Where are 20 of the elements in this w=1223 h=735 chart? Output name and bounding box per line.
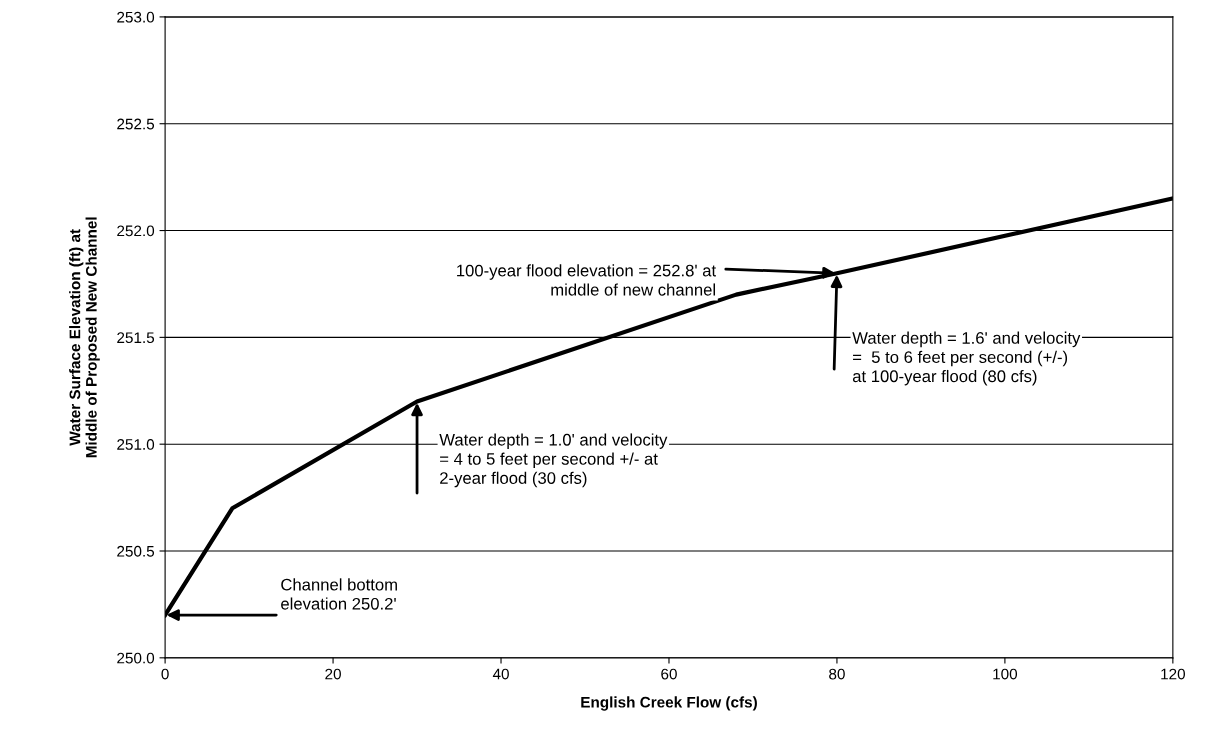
x-axis-title: English Creek Flow (cfs) [581,696,757,711]
y-tick-label: 251.5 [117,332,155,344]
x-tick-label: 20 [325,668,341,680]
y-tick-label: 250.0 [117,652,155,664]
x-tick-label: 40 [492,668,509,680]
x-tick-label: 80 [829,668,845,680]
x-tick-label: 120 [1161,668,1186,680]
x-tick-label: 100 [993,668,1018,680]
y-axis-title: Water Surface Elevation (ft) at Middle of Proposed New Channel [69,217,100,458]
annotation: Water depth = 1.0' and velocity = 4 to 5 feet per second +/- at 2-year flood (30 cfs) [439,433,668,488]
y-tick-label: 250.5 [117,545,155,557]
y-tick-label: 253.0 [117,11,155,23]
annotation: 100-year flood elevation = 252.8' at middle of new channel [457,264,716,296]
annotation: Channel bottom elevation 250.2' [281,578,397,610]
y-tick-label: 252.5 [117,118,155,130]
y-tick-label: 251.0 [117,439,155,450]
annotation: Water depth = 1.6' and velocity = 5 to 6 feet per second (+/-) at 100-year flood (80 cfs) [852,331,1081,386]
y-tick-label: 252.0 [117,225,155,237]
x-tick-label: 60 [661,668,677,680]
x-tick-label: 0 [161,668,169,680]
